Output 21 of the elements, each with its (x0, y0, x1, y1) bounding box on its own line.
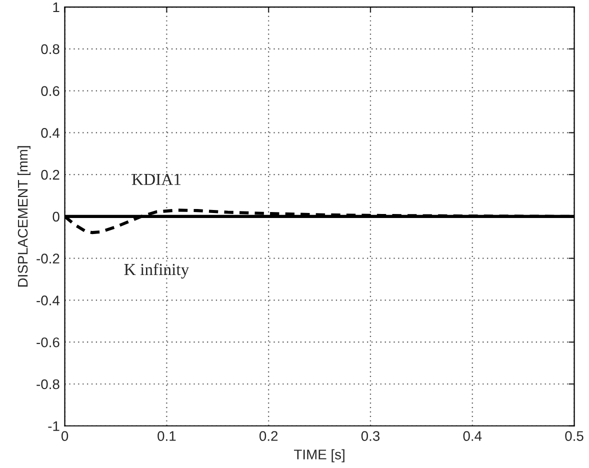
y-tick-label: 0 (52, 212, 60, 222)
x-tick-label: 0.4 (463, 431, 482, 441)
y-tick-label: 0.6 (41, 86, 60, 96)
y-tick-label: -0.6 (36, 337, 60, 348)
x-tick-label: 0.2 (259, 431, 278, 441)
y-tick-label: -0.8 (36, 379, 60, 390)
y-tick-label: -0.2 (36, 254, 60, 264)
x-tick-label: 0.1 (158, 431, 176, 441)
annotation: K infinity (124, 263, 190, 279)
y-tick-label: 0.2 (41, 170, 60, 180)
y-tick-label: -0.4 (36, 296, 60, 306)
x-axis-title: TIME [s] (294, 449, 344, 462)
y-tick-label: 0.8 (41, 44, 60, 54)
y-tick-label: 0.4 (41, 128, 60, 138)
y-tick-label: 1 (53, 2, 60, 12)
x-tick-label: 0.5 (565, 431, 584, 441)
y-axis-title: DISPLACEMENT [mm] (17, 146, 30, 287)
y-tick-label: -1 (48, 421, 60, 431)
x-tick-label: 0.3 (361, 431, 380, 441)
x-tick-label: 0 (61, 431, 68, 441)
annotation: KDIA1 (132, 174, 180, 185)
